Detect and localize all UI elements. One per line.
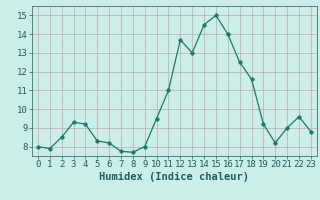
X-axis label: Humidex (Indice chaleur): Humidex (Indice chaleur) (100, 172, 249, 182)
